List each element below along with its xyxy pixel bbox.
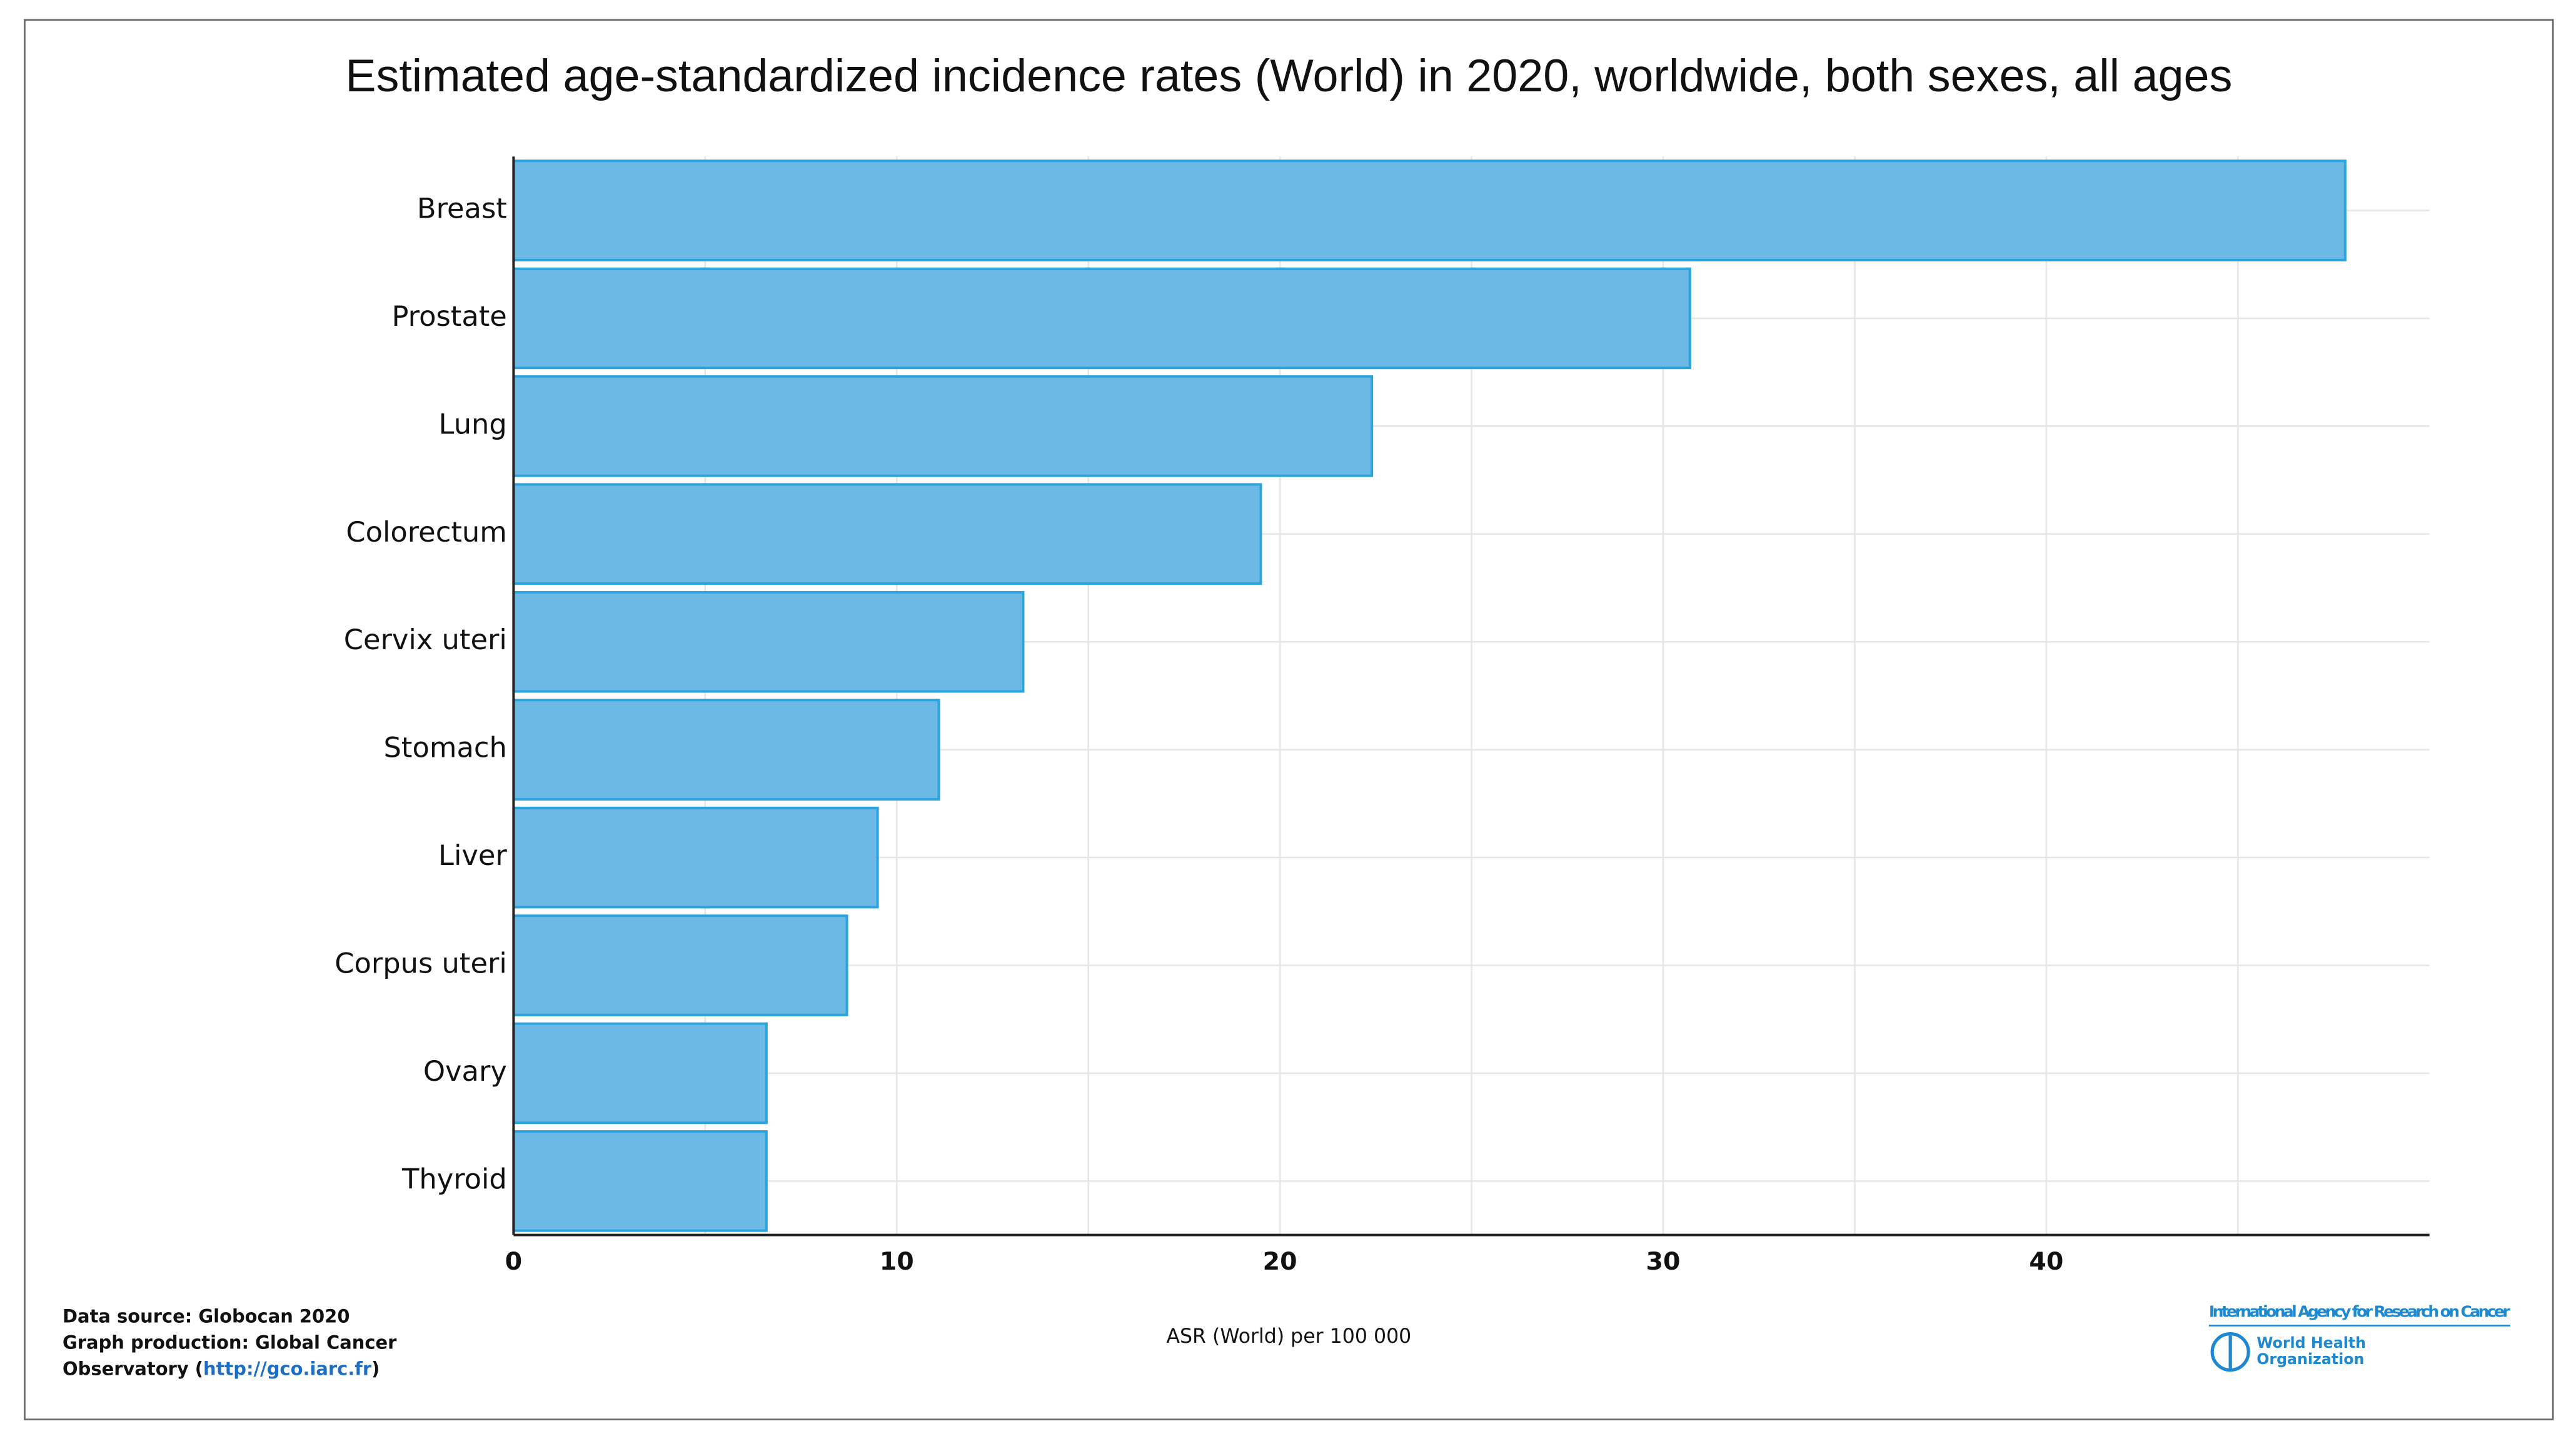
- who-name: World Health: [2257, 1334, 2366, 1352]
- source-line: Data source: Globocan 2020: [63, 1305, 350, 1327]
- bar: [512, 914, 848, 1016]
- y-tick-label: Prostate: [391, 300, 506, 333]
- bar: [512, 267, 1691, 370]
- y-tick-label: Colorectum: [346, 515, 506, 549]
- bar: [512, 375, 1374, 477]
- y-tick-label: Thyroid: [401, 1162, 507, 1195]
- bar: [512, 590, 1025, 693]
- y-tick-label: Breast: [417, 192, 507, 225]
- y-tick-label: Corpus uteri: [335, 947, 507, 980]
- bar: [512, 806, 879, 909]
- x-tick-label: 0: [505, 1247, 522, 1276]
- x-tick-label: 10: [880, 1247, 914, 1276]
- x-tick-label: 20: [1263, 1247, 1297, 1276]
- y-tick-label: Cervix uteri: [344, 623, 507, 656]
- x-tick-label: 30: [1646, 1247, 1680, 1276]
- y-tick-label: Stomach: [384, 731, 507, 764]
- bar: [512, 483, 1262, 585]
- who-name: Organization: [2257, 1350, 2364, 1368]
- bar: [512, 1022, 768, 1125]
- source-line: Observatory (http://gco.iarc.fr): [63, 1358, 380, 1380]
- x-tick-label: 40: [2029, 1247, 2063, 1276]
- bar: [512, 1130, 768, 1232]
- bar: [512, 699, 940, 801]
- bar: [512, 159, 2347, 261]
- x-axis-label: ASR (World) per 100 000: [1166, 1325, 1411, 1348]
- source-link[interactable]: http://gco.iarc.fr: [203, 1358, 372, 1380]
- chart-title: Estimated age-standardized incidence rat…: [345, 49, 2232, 101]
- bars: [512, 159, 2347, 1232]
- logo: International Agency for Research on Can…: [2209, 1302, 2510, 1372]
- source-line: ): [371, 1358, 380, 1380]
- source-line: Graph production: Global Cancer: [63, 1332, 397, 1353]
- y-tick-label: Ovary: [423, 1054, 507, 1088]
- y-tick-label: Lung: [439, 407, 507, 440]
- agency-name: International Agency for Research on Can…: [2209, 1302, 2510, 1320]
- who-emblem: [2210, 1332, 2250, 1372]
- y-tick-label: Liver: [438, 839, 507, 872]
- labels: 0 10 20 30 40 Breast Prostate Lung Colorectum Cer…: [335, 156, 2430, 1276]
- source-line: Observatory (: [63, 1358, 203, 1380]
